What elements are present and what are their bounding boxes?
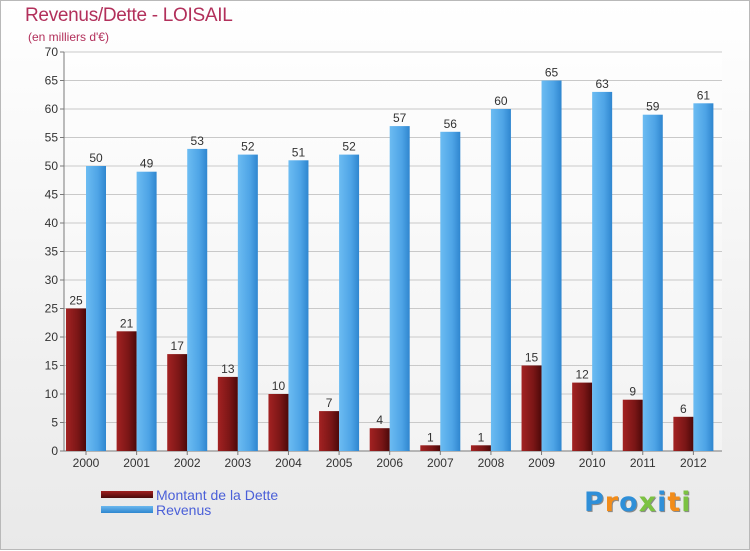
data-label-revenus: 52 xyxy=(241,140,255,154)
bar-dette xyxy=(217,376,238,451)
data-label-dette: 9 xyxy=(629,385,636,399)
y-tick-label: 20 xyxy=(45,330,59,344)
x-tick-label: 2002 xyxy=(174,456,201,470)
data-label-revenus: 59 xyxy=(646,100,660,114)
data-label-revenus: 50 xyxy=(89,151,103,165)
bar-dette xyxy=(521,365,542,451)
data-label-dette: 7 xyxy=(326,396,333,410)
data-label-dette: 12 xyxy=(575,368,589,382)
x-tick-label: 2005 xyxy=(326,456,353,470)
x-tick-label: 2009 xyxy=(528,456,555,470)
data-label-dette: 21 xyxy=(120,316,134,330)
data-label-dette: 10 xyxy=(272,379,286,393)
x-tick-label: 2006 xyxy=(376,456,403,470)
y-tick-label: 15 xyxy=(45,359,59,373)
data-label-dette: 4 xyxy=(376,413,383,427)
y-tick-label: 35 xyxy=(45,245,59,259)
y-tick-label: 40 xyxy=(45,216,59,230)
x-tick-label: 2011 xyxy=(630,456,656,470)
x-tick-label: 2000 xyxy=(73,456,100,470)
bar-revenus xyxy=(187,148,208,451)
x-tick-label: 2003 xyxy=(224,456,251,470)
y-tick-label: 60 xyxy=(45,102,59,116)
data-label-dette: 1 xyxy=(427,430,434,444)
data-label-revenus: 63 xyxy=(595,77,609,91)
bar-revenus xyxy=(693,103,714,452)
x-tick-label: 2004 xyxy=(275,456,302,470)
bar-dette xyxy=(167,354,188,451)
logo-letter: t xyxy=(667,487,682,518)
x-tick-label: 2012 xyxy=(680,456,707,470)
x-tick-label: 2008 xyxy=(478,456,505,470)
data-label-dette: 15 xyxy=(525,351,539,365)
data-label-revenus: 53 xyxy=(191,134,205,148)
y-tick-label: 30 xyxy=(45,273,59,287)
y-tick-label: 55 xyxy=(45,131,59,145)
bar-dette xyxy=(420,445,441,451)
data-label-revenus: 56 xyxy=(444,117,458,131)
data-label-revenus: 57 xyxy=(393,111,407,125)
x-tick-label: 2010 xyxy=(579,456,606,470)
bar-dette xyxy=(116,331,137,451)
bar-revenus xyxy=(288,160,309,452)
proxiti-logo: Proxiti xyxy=(584,487,692,518)
bar-revenus xyxy=(86,166,106,451)
legend-label-dette: Montant de la Dette xyxy=(156,487,279,503)
bar-dette xyxy=(572,382,593,451)
bar-revenus xyxy=(339,154,360,451)
data-label-dette: 13 xyxy=(221,362,235,376)
bar-dette xyxy=(673,416,694,451)
bar-revenus xyxy=(389,126,410,451)
data-label-dette: 25 xyxy=(69,294,83,308)
bar-revenus xyxy=(642,114,663,451)
legend-swatch-dette xyxy=(101,491,153,498)
data-label-revenus: 49 xyxy=(140,157,154,171)
data-label-dette: 6 xyxy=(680,402,687,416)
bar-revenus xyxy=(490,109,511,451)
data-label-dette: 17 xyxy=(171,339,185,353)
chart-subtitle: (en milliers d'€) xyxy=(28,30,109,44)
logo-letter: r xyxy=(604,487,620,518)
data-label-revenus: 65 xyxy=(545,66,559,80)
y-tick-label: 50 xyxy=(45,159,59,173)
bar-revenus xyxy=(541,80,562,451)
data-label-revenus: 60 xyxy=(494,94,508,108)
logo-letter: i xyxy=(657,487,668,518)
legend-label-revenus: Revenus xyxy=(156,502,212,518)
legend-swatch-revenus xyxy=(101,506,153,513)
logo-letter: o xyxy=(619,487,639,518)
y-tick-label: 5 xyxy=(51,416,58,430)
data-label-revenus: 51 xyxy=(292,145,306,159)
x-tick-label: 2007 xyxy=(427,456,454,470)
data-label-revenus: 61 xyxy=(697,88,711,102)
bar-revenus xyxy=(592,91,613,452)
y-tick-label: 0 xyxy=(51,444,58,458)
bar-revenus xyxy=(440,131,461,452)
y-tick-label: 10 xyxy=(45,387,59,401)
logo-letter: i xyxy=(681,487,692,518)
bar-dette xyxy=(470,445,491,451)
bar-revenus xyxy=(237,154,258,451)
logo-letter: P xyxy=(584,487,605,518)
bar-dette xyxy=(268,394,289,451)
logo-letter: x xyxy=(638,487,658,518)
bar-dette xyxy=(66,308,86,451)
x-tick-label: 2001 xyxy=(123,456,150,470)
data-label-dette: 1 xyxy=(478,430,485,444)
y-tick-label: 70 xyxy=(45,45,59,59)
y-tick-label: 25 xyxy=(45,302,59,316)
bar-dette xyxy=(319,411,340,451)
y-tick-label: 45 xyxy=(45,188,59,202)
chart-title: Revenus/Dette - LOISAIL xyxy=(25,5,233,26)
bar-revenus xyxy=(136,171,157,451)
bar-dette xyxy=(369,428,390,451)
bar-dette xyxy=(622,399,643,451)
y-tick-label: 65 xyxy=(45,74,59,88)
data-label-revenus: 52 xyxy=(342,140,356,154)
